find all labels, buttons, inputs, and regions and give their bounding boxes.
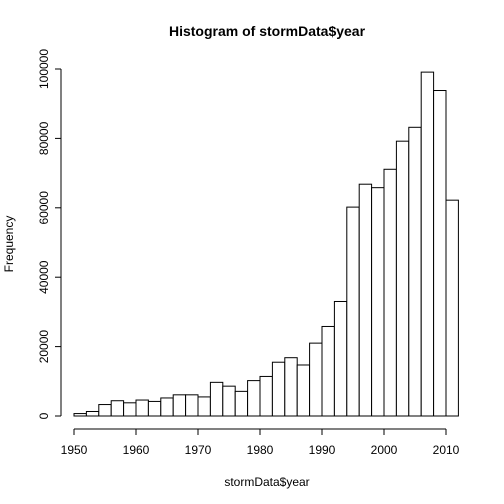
histogram-bar-1954 [98,404,112,417]
x-tick-label-1990: 1990 [309,443,336,457]
histogram-bar-1982 [271,361,286,417]
histogram-bar-1974 [222,385,236,417]
x-axis: 1950 1960 1970 1980 1990 2000 2010 [61,428,460,457]
y-tick-label-20000: 20000 [37,330,51,364]
x-tick-label-1970: 1970 [185,443,212,457]
x-tick-label-1980: 1980 [247,443,274,457]
x-tick-label-2010: 2010 [433,443,460,457]
histogram-bar-1978 [247,380,261,417]
y-tick-label-40000: 40000 [37,260,51,294]
histogram-bar-1958 [123,402,137,417]
histogram-bar-1998 [371,187,385,417]
histogram-bar-2006 [420,71,435,417]
histogram-bar-1990 [321,325,335,417]
y-tick-label-80000: 80000 [37,121,51,155]
y-tick-label-0: 0 [37,412,51,419]
histogram-bar-1980 [259,375,273,417]
histogram-bar-2004 [408,126,422,417]
histogram-bar-1994 [346,206,360,417]
histogram-bar-1996 [358,183,373,417]
histogram-bar-1972 [209,381,224,417]
histogram-bar-1968 [185,394,199,417]
bars-group [73,71,459,417]
y-tick-label-60000: 60000 [37,191,51,225]
histogram-bar-1992 [333,300,348,417]
histogram-bar-1970 [197,396,211,417]
x-tick-label-1950: 1950 [61,443,88,457]
x-tick-label-1960: 1960 [123,443,150,457]
y-axis-label: Frequency [2,216,16,273]
histogram-bar-2010 [445,199,459,417]
histogram-bar-1986 [296,364,311,417]
histogram-bar-1988 [309,342,323,417]
y-tick-label-100000: 100000 [37,49,51,89]
y-axis: 0 20000 40000 60000 80000 100000 [37,49,62,419]
histogram-bar-1952 [85,410,100,417]
histogram-bar-1966 [172,394,187,417]
histogram-bar-1960 [135,399,149,417]
histogram-bar-1976 [234,390,249,417]
histogram-bar-1950 [73,413,87,417]
histogram-bar-1956 [110,400,125,417]
histogram-bar-1984 [284,357,298,417]
x-tick-label-2000: 2000 [371,443,398,457]
x-axis-label: stormData$year [224,475,309,489]
histogram-bar-2000 [383,168,397,417]
histogram-bar-2002 [395,140,410,417]
histogram-bar-1962 [147,400,162,417]
histogram-bar-2008 [433,90,447,417]
chart-title: Histogram of stormData$year [169,23,366,39]
histogram-bar-1964 [160,397,174,417]
